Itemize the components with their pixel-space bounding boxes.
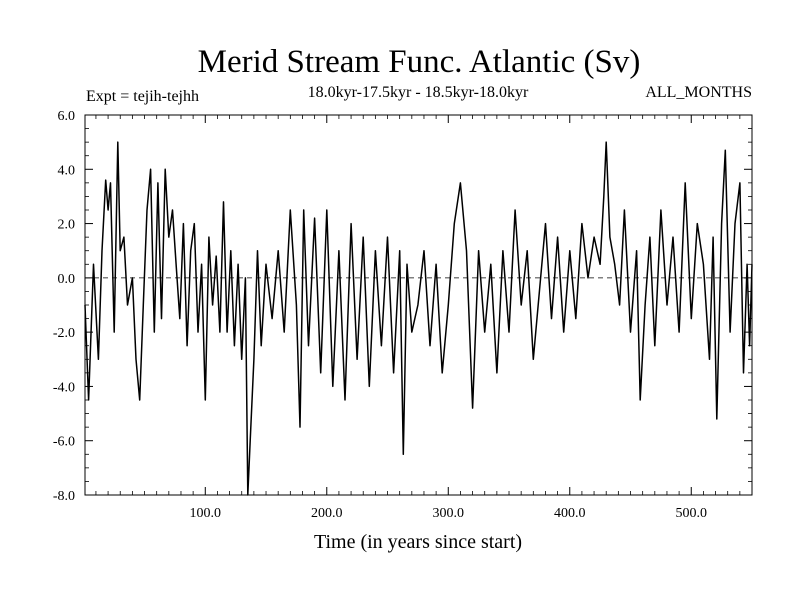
- x-tick-label: 500.0: [676, 506, 708, 521]
- y-tick-label: 6.0: [58, 109, 76, 124]
- chart-title: Merid Stream Func. Atlantic (Sv): [198, 44, 641, 80]
- x-tick-label: 300.0: [433, 506, 465, 521]
- y-tick-label: 0.0: [58, 272, 76, 287]
- x-tick-label: 400.0: [554, 506, 586, 521]
- y-tick-label: -6.0: [53, 435, 75, 450]
- y-tick-label: -8.0: [53, 489, 75, 504]
- x-tick-label: 200.0: [311, 506, 343, 521]
- y-tick-label: -4.0: [53, 380, 75, 395]
- y-tick-label: -2.0: [53, 326, 75, 341]
- plot-area: 100.0 200.0 300.0 400.0 500.0 -8.0 -6.0 -4.0 -2.…: [53, 109, 753, 521]
- x-axis-label: Time (in years since start): [314, 531, 522, 553]
- series-line: [84, 141, 753, 496]
- x-tick-label: 100.0: [190, 506, 222, 521]
- experiment-label: Expt = tejih-tejhh: [86, 88, 199, 105]
- y-tick-label: 4.0: [58, 163, 76, 178]
- chart-subtitle: 18.0kyr-17.5kyr - 18.5kyr-18.0kyr: [308, 84, 529, 101]
- y-tick-label: 2.0: [58, 218, 76, 233]
- plot-frame: [84, 114, 753, 496]
- period-label: ALL_MONTHS: [645, 84, 752, 101]
